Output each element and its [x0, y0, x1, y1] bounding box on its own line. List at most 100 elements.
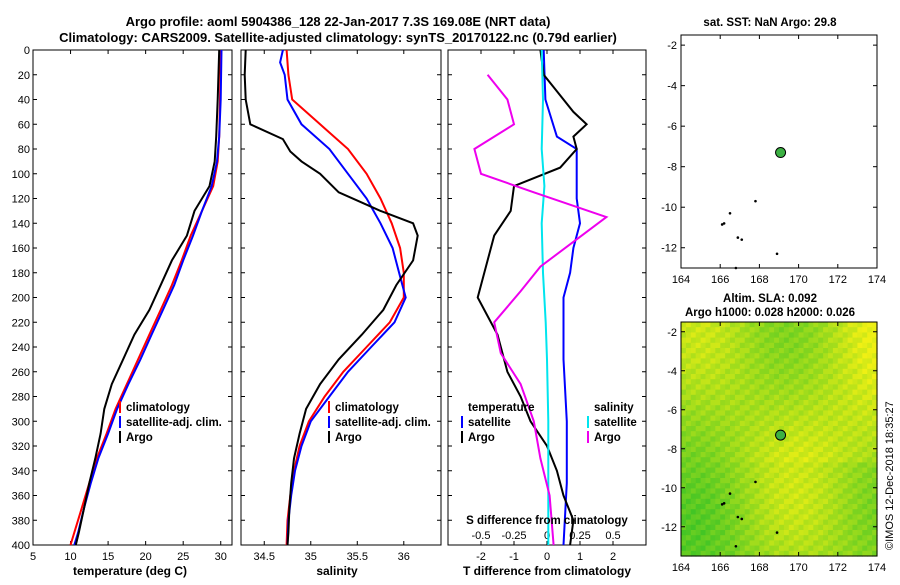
sla-cell: [710, 483, 716, 489]
sla-cell: [818, 363, 824, 370]
sla-cell: [808, 519, 814, 526]
sla-cell: [828, 457, 834, 463]
sla-cell: [739, 426, 746, 432]
float-marker: [775, 429, 787, 441]
sla-cell: [759, 441, 765, 448]
island-marker: [722, 502, 726, 505]
sla-cell: [705, 358, 711, 365]
sla-cell: [764, 478, 770, 484]
sla-cell: [759, 337, 765, 344]
sla-cell: [774, 498, 780, 505]
sla-cell: [685, 467, 692, 474]
xtick-label: 1: [577, 551, 583, 563]
sla-cell: [690, 394, 697, 401]
sla-cell: [862, 472, 868, 479]
sla-cell: [783, 524, 790, 531]
sla-cell: [832, 384, 839, 391]
sla-cell: [720, 322, 726, 328]
sla-cell: [710, 405, 716, 411]
sla-cell: [842, 483, 849, 489]
sla-cell: [837, 483, 844, 489]
sla-cell: [783, 493, 790, 500]
sla-cell: [700, 467, 707, 474]
sla-cell: [734, 426, 741, 432]
sla-cell: [788, 519, 795, 526]
sla-cell: [734, 327, 741, 333]
sla-cell: [681, 472, 687, 479]
sla-cell: [739, 405, 746, 411]
sla-cell: [685, 420, 692, 427]
sla-cell: [808, 504, 814, 510]
sla-cell: [862, 420, 868, 427]
sla-cell: [867, 504, 873, 510]
sla-cell: [744, 493, 751, 500]
sla-cell: [832, 420, 839, 427]
sla-cell: [690, 363, 697, 370]
sla-cell: [744, 545, 751, 552]
sla-cell: [774, 332, 780, 339]
sla-cell: [749, 472, 756, 479]
sla-cell: [788, 322, 795, 328]
sla-cell: [783, 420, 790, 427]
sla-cell: [837, 379, 844, 385]
sla-cell: [764, 431, 770, 437]
sla-cell: [764, 415, 770, 422]
sla-cell: [798, 363, 805, 370]
sla-cell: [759, 483, 765, 489]
sla-cell: [847, 436, 854, 443]
sla-cell: [872, 504, 878, 510]
sla-cell: [685, 348, 692, 354]
sla-cell: [681, 353, 687, 359]
ytick-label: 120: [12, 194, 30, 206]
sla-cell: [734, 504, 741, 510]
sla-cell: [788, 379, 795, 385]
sla-cell: [842, 514, 849, 521]
sla-cell: [734, 410, 741, 417]
sla-cell: [690, 524, 697, 531]
sla-cell: [862, 368, 868, 375]
sla-cell: [813, 353, 819, 359]
sla-cell: [690, 457, 697, 463]
sla-cell: [779, 400, 785, 406]
ytick-label: -12: [661, 243, 677, 255]
sla-cell: [730, 524, 736, 531]
sla-cell: [710, 509, 716, 515]
series-line-s-satellite: [540, 49, 550, 545]
sla-cell: [808, 524, 814, 531]
sla-cell: [847, 368, 854, 375]
sla-cell: [813, 504, 819, 510]
sla-cell: [788, 358, 795, 365]
ytick-label: 60: [18, 119, 30, 131]
sla-cell: [720, 493, 726, 500]
sla-cell: [788, 384, 795, 391]
sla-cell: [867, 337, 873, 344]
sla-cell: [769, 415, 775, 422]
sla-cell: [808, 353, 814, 359]
sla-cell: [695, 540, 702, 547]
sla-cell: [695, 394, 702, 401]
sla-cell: [705, 441, 711, 448]
sla-cell: [700, 514, 707, 521]
sla-cell: [867, 410, 873, 417]
sla-cell: [813, 441, 819, 448]
sla-cell: [813, 405, 819, 411]
sla-cell: [720, 426, 726, 432]
xtick-label: 168: [750, 274, 768, 286]
sla-cell: [793, 514, 800, 521]
ytick-label: 0: [24, 45, 30, 57]
sla-cell: [730, 426, 736, 432]
sla-cell: [715, 545, 721, 552]
sla-cell: [779, 415, 785, 422]
sla-cell: [828, 426, 834, 432]
sla-cell: [764, 483, 770, 489]
sla-cell: [774, 322, 780, 328]
sla-cell: [847, 363, 854, 370]
sla-cell: [852, 545, 858, 552]
sla-cell: [700, 462, 707, 469]
sla-cell: [783, 545, 790, 552]
sla-cell: [832, 436, 839, 443]
sla-cell: [788, 441, 795, 448]
sla-cell: [857, 509, 863, 515]
series-line-t-satellite: [542, 49, 582, 546]
sla-cell: [818, 467, 824, 474]
